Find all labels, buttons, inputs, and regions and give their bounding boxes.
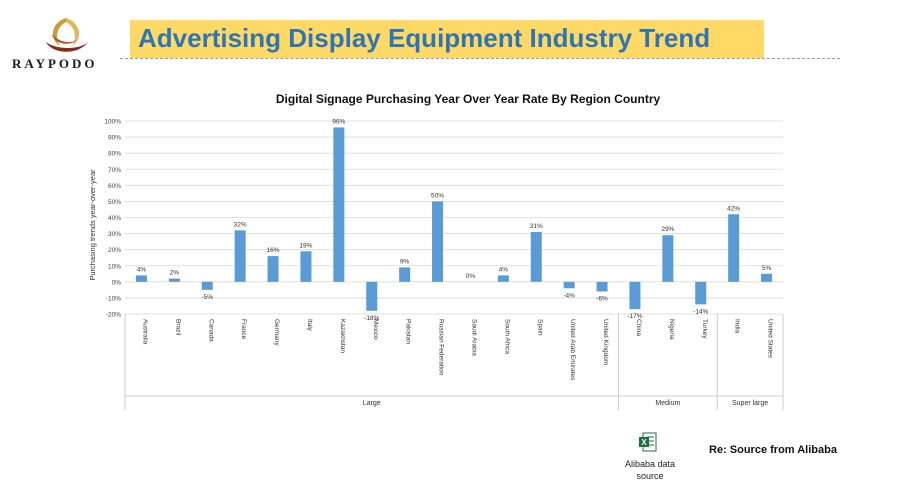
data-label: 4%: [499, 266, 509, 273]
y-tick-label: 50%: [108, 199, 121, 206]
y-tick-label: 30%: [108, 231, 121, 238]
data-label: 0%: [466, 273, 476, 280]
category-label: Russian Federation: [438, 319, 445, 376]
category-label: Saudi Arabia: [470, 319, 477, 356]
category-label: United Kingdom: [602, 319, 609, 365]
gridlines: [125, 120, 783, 315]
source-reference: Re: Source from Alibaba: [709, 444, 837, 456]
bar: [168, 278, 180, 282]
y-tick-label: 60%: [108, 183, 121, 190]
category-label: Mexico: [372, 319, 379, 340]
category-label: Turkey: [701, 319, 708, 339]
data-label: 4%: [137, 266, 147, 273]
bar: [300, 251, 312, 282]
category-label: Germany: [273, 319, 280, 346]
bar: [761, 273, 773, 282]
bar: [629, 281, 641, 310]
data-label: 31%: [530, 223, 543, 230]
data-source-line1: Alibaba data: [624, 459, 676, 469]
bar: [366, 281, 378, 311]
data-label: -5%: [201, 294, 213, 301]
title-banner: Advertising Display Equipment Industry T…: [130, 20, 764, 58]
bar: [399, 267, 411, 282]
logo-brand-text: RAYPODO: [12, 56, 98, 71]
bars: [135, 127, 773, 311]
category-label: United Arab Emirates: [569, 319, 576, 381]
category-labels: Australia Brazil Canada France Germany Italy K…: [141, 319, 773, 381]
category-label: Spain: [536, 319, 543, 336]
data-label: 96%: [332, 118, 345, 125]
category-label: Kazakhstan: [339, 319, 346, 353]
bar: [497, 275, 509, 282]
data-label: 2%: [170, 270, 180, 277]
header-divider: [120, 58, 840, 59]
bar: [267, 256, 279, 282]
category-label: Brazil: [174, 319, 181, 336]
y-tick-label: -20%: [106, 312, 121, 319]
data-label: 50%: [431, 192, 444, 199]
data-label: 32%: [234, 221, 247, 228]
svg-text:X: X: [641, 438, 647, 447]
category-label: Italy: [306, 319, 313, 332]
data-label: -14%: [693, 308, 708, 315]
data-label: -17%: [627, 313, 642, 320]
category-label: Nigeria: [668, 319, 675, 340]
y-tick-label: 100%: [104, 119, 121, 126]
y-tick-label: 90%: [108, 135, 121, 142]
chart-title: Digital Signage Purchasing Year Over Yea…: [276, 92, 661, 106]
bar: [135, 275, 147, 282]
data-label: -4%: [563, 292, 575, 299]
data-label: -6%: [596, 295, 608, 302]
category-label: Pakistan: [405, 319, 412, 344]
y-tick-label: 40%: [108, 215, 121, 222]
data-label: 9%: [400, 258, 410, 265]
bar: [333, 127, 345, 282]
bar: [728, 214, 740, 282]
y-tick-label: 0%: [112, 279, 122, 286]
data-label: 19%: [299, 242, 312, 249]
page-title: Advertising Display Equipment Industry T…: [138, 23, 711, 53]
bar: [695, 281, 707, 305]
y-tick-label: -10%: [106, 295, 121, 302]
y-tick-labels: -20% -10% 0% 10% 20% 30% 40% 50% 60% 70% 80% 90% 100…: [104, 119, 121, 319]
y-tick-label: 10%: [108, 263, 121, 270]
data-label: -18%: [364, 315, 379, 322]
bar: [234, 230, 246, 282]
bar: [201, 281, 213, 290]
category-label: India: [734, 319, 741, 333]
excel-icon[interactable]: X: [639, 432, 657, 452]
y-tick-label: 70%: [108, 167, 121, 174]
category-label: Australia: [141, 319, 148, 345]
data-source-line2: source: [636, 471, 664, 481]
raypodo-logo: [46, 18, 88, 52]
data-labels: 4% 2% -5% 32% 16% 19% 96% -18% 9% 50% 0% 4% 31% -4% -6…: [137, 118, 772, 321]
category-label: China: [635, 319, 642, 336]
y-tick-label: 80%: [108, 151, 121, 158]
data-label: 42%: [727, 205, 740, 212]
group-label: Medium: [655, 400, 680, 407]
data-label: 5%: [762, 265, 772, 272]
category-label: South Africa: [503, 319, 510, 354]
bar: [596, 281, 608, 292]
data-label: 16%: [267, 247, 280, 254]
data-source-label[interactable]: Alibaba data source: [620, 458, 680, 482]
category-label: France: [240, 319, 247, 340]
y-tick-label: 20%: [108, 247, 121, 254]
bar: [662, 235, 674, 282]
group-label: Large: [363, 400, 381, 407]
data-label: 29%: [661, 226, 674, 233]
bar: [530, 231, 542, 282]
category-label: United States: [767, 319, 774, 359]
y-axis-label: Purchasing trends year-over-year: [88, 169, 97, 281]
bar: [563, 281, 575, 289]
bar: [432, 201, 444, 282]
group-axis: Large Medium Super large: [124, 314, 784, 410]
group-label: Super large: [732, 400, 768, 407]
category-label: Canada: [207, 319, 214, 342]
